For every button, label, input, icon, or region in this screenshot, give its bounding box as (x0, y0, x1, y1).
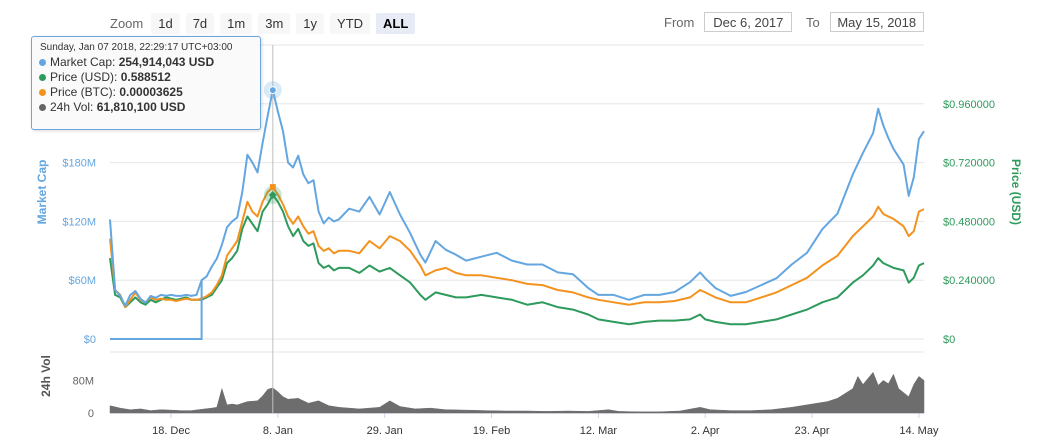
y-vol-tick-label: 0 (88, 408, 94, 420)
hover-marker-price-btc (269, 184, 276, 191)
tooltip-row-volume: 24h Vol: 61,810,100 USD (39, 100, 260, 115)
y-left-tick-label: $60M (68, 275, 96, 287)
tooltip-label: Price (USD): (50, 70, 118, 84)
to-date-input[interactable] (829, 12, 924, 32)
y-right-tick-label: $0 (943, 334, 955, 346)
y-left-tick-label: $180M (62, 158, 96, 170)
tooltip-label: 24h Vol: (50, 100, 94, 114)
zoom-bar: Zoom 1d 7d 1m 3m 1y YTD ALL (110, 12, 421, 34)
from-label: From (664, 14, 695, 30)
zoom-1m-button[interactable]: 1m (220, 12, 253, 34)
x-tick-label: 2. Apr (691, 425, 720, 437)
tooltip-value: 254,914,043 USD (118, 55, 215, 69)
y-left-tick-label: $0 (84, 334, 96, 346)
y-vol-axis-title: 24h Vol (39, 355, 53, 397)
range-from: From (664, 12, 793, 32)
x-tick-label: 23. Apr (795, 425, 830, 437)
x-tick-label: 14. May (899, 425, 939, 437)
hover-marker-price-usd (268, 190, 277, 199)
tooltip-row-market-cap: Market Cap: 254,914,043 USD (39, 55, 260, 70)
range-to: To (806, 12, 924, 32)
tooltip-row-price-usd: Price (USD): 0.588512 (39, 70, 260, 85)
tooltip-label: Market Cap: (50, 55, 116, 69)
series-line-price-usd (109, 193, 925, 326)
price-btc-dot-icon (39, 89, 46, 96)
y-right-tick-label: $0.720000 (943, 158, 995, 170)
volume-series-area (109, 371, 925, 414)
tooltip-value: 61,810,100 USD (96, 100, 186, 114)
x-tick-label: 18. Dec (152, 425, 190, 437)
market-cap-dot-icon (39, 59, 46, 66)
tooltip-date: Sunday, Jan 07 2018, 22:29:17 UTC+03:00 (40, 42, 233, 53)
market-cap-baseline-segment (110, 280, 203, 340)
hover-marker-market-cap (268, 86, 277, 95)
zoom-3m-button[interactable]: 3m (258, 12, 291, 34)
zoom-1y-button[interactable]: 1y (296, 12, 325, 34)
zoom-label: Zoom (110, 15, 144, 31)
hover-tooltip: Sunday, Jan 07 2018, 22:29:17 UTC+03:00 … (31, 36, 261, 130)
x-tick-label: 29. Jan (367, 425, 403, 437)
y-right-tick-label: $0.240000 (943, 275, 995, 287)
tooltip-value: 0.00003625 (119, 85, 183, 99)
zoom-7d-button[interactable]: 7d (185, 12, 215, 34)
y-right-axis-title: Price (USD) (1009, 159, 1023, 225)
series-line-price-btc (109, 186, 925, 309)
x-tick-label: 8. Jan (263, 425, 293, 437)
tooltip-row-price-btc: Price (BTC): 0.00003625 (39, 85, 260, 100)
zoom-1d-button[interactable]: 1d (151, 12, 180, 34)
series-line-market-cap (109, 89, 925, 307)
tooltip-label: Price (BTC): (50, 85, 116, 99)
y-left-axis-title: Market Cap (35, 160, 49, 225)
x-tick-label: 12. Mar (580, 425, 618, 437)
zoom-all-button[interactable]: ALL (376, 12, 416, 34)
tooltip-value: 0.588512 (120, 70, 171, 84)
to-label: To (806, 14, 820, 30)
y-vol-tick-label: 80M (73, 375, 94, 387)
y-right-tick-label: $0.960000 (943, 99, 995, 111)
x-tick-label: 19. Feb (473, 425, 510, 437)
y-left-tick-label: $120M (62, 216, 96, 228)
price-usd-dot-icon (39, 74, 46, 81)
from-date-input[interactable] (704, 12, 793, 32)
volume-dot-icon (39, 104, 46, 111)
y-right-tick-label: $0.480000 (943, 216, 995, 228)
zoom-ytd-button[interactable]: YTD (330, 12, 371, 34)
